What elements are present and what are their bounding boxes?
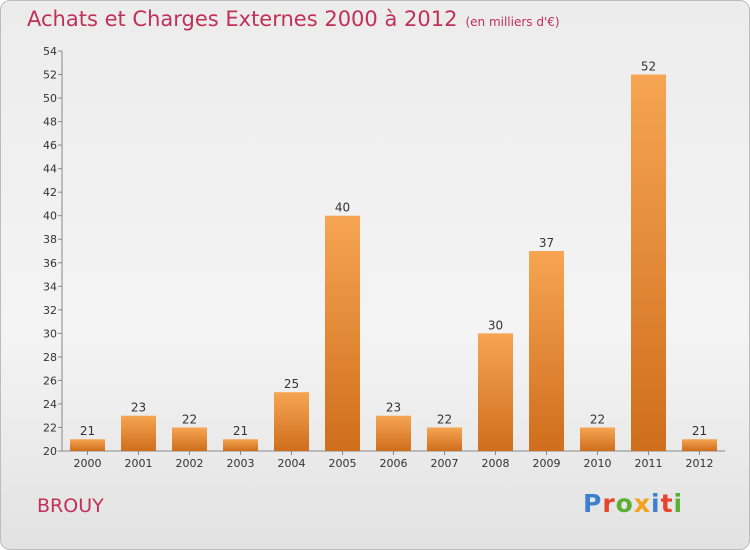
logo-letter: x — [633, 489, 651, 518]
bar — [172, 427, 207, 451]
commune-name: BROUY — [37, 495, 104, 517]
data-label: 25 — [284, 377, 299, 391]
y-tick-label: 50 — [43, 92, 57, 105]
x-tick-label: 2010 — [584, 457, 612, 470]
logo-letter: r — [602, 489, 616, 518]
bar — [478, 333, 513, 451]
x-tick-label: 2000 — [74, 457, 102, 470]
x-tick-label: 2012 — [686, 457, 714, 470]
logo-letter: i — [673, 489, 684, 518]
y-tick-label: 22 — [43, 421, 57, 434]
y-tick-label: 24 — [43, 398, 57, 411]
title-row: Achats et Charges Externes 2000 à 2012 (e… — [27, 7, 560, 31]
bar — [682, 439, 717, 451]
x-tick-label: 2009 — [533, 457, 561, 470]
bar — [631, 74, 666, 451]
x-tick-label: 2007 — [431, 457, 459, 470]
x-tick-label: 2002 — [176, 457, 204, 470]
data-label: 40 — [335, 201, 350, 215]
x-tick-label: 2001 — [125, 457, 153, 470]
x-tick-label: 2005 — [329, 457, 357, 470]
logo-letter: t — [660, 489, 674, 518]
proxiti-logo: Proxiti — [583, 489, 683, 518]
bar — [325, 215, 360, 451]
y-tick-label: 36 — [43, 257, 57, 270]
data-label: 23 — [131, 401, 146, 415]
bar — [70, 439, 105, 451]
data-label: 22 — [437, 412, 452, 426]
x-tick-label: 2008 — [482, 457, 510, 470]
y-tick-label: 54 — [43, 45, 57, 58]
logo-letter: i — [651, 489, 661, 518]
chart-title: Achats et Charges Externes 2000 à 2012 — [27, 7, 458, 31]
bar — [223, 439, 258, 451]
x-tick-label: 2003 — [227, 457, 255, 470]
bar — [376, 415, 411, 451]
y-tick-label: 46 — [43, 139, 57, 152]
data-label: 21 — [80, 424, 95, 438]
data-label: 37 — [539, 236, 554, 250]
bar — [427, 427, 462, 451]
y-tick-label: 40 — [43, 210, 57, 223]
data-label: 21 — [692, 424, 707, 438]
y-tick-label: 44 — [43, 163, 57, 176]
y-tick-label: 38 — [43, 233, 57, 246]
x-tick-label: 2006 — [380, 457, 408, 470]
logo-letter: P — [583, 489, 603, 518]
data-label: 30 — [488, 318, 503, 332]
y-tick-label: 28 — [43, 351, 57, 364]
y-tick-label: 20 — [43, 445, 57, 458]
logo-letter: o — [615, 489, 634, 518]
bar — [580, 427, 615, 451]
y-tick-label: 34 — [43, 280, 57, 293]
y-tick-label: 52 — [43, 69, 57, 82]
y-tick-label: 26 — [43, 374, 57, 387]
bar — [529, 251, 564, 451]
y-tick-label: 32 — [43, 304, 57, 317]
x-tick-label: 2011 — [635, 457, 663, 470]
y-tick-label: 42 — [43, 186, 57, 199]
data-label: 52 — [641, 60, 656, 74]
chart-subtitle: (en milliers d'€) — [465, 15, 560, 29]
y-tick-label: 30 — [43, 327, 57, 340]
data-label: 22 — [182, 412, 197, 426]
bar — [274, 392, 309, 451]
data-label: 23 — [386, 401, 401, 415]
data-label: 21 — [233, 424, 248, 438]
data-label: 22 — [590, 412, 605, 426]
x-tick-label: 2004 — [278, 457, 306, 470]
y-tick-label: 48 — [43, 116, 57, 129]
bar — [121, 415, 156, 451]
